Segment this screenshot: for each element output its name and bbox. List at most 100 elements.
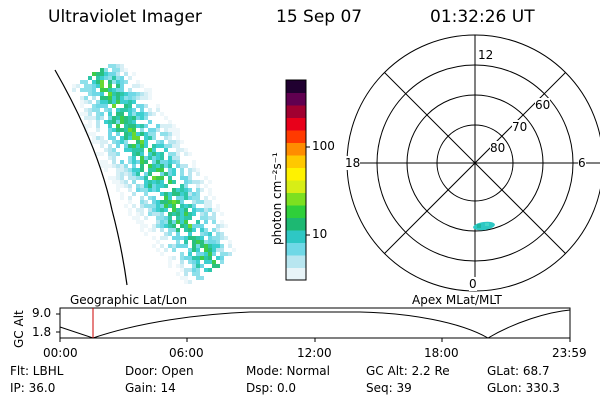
aurora-pixel — [204, 240, 208, 244]
aurora-pixel — [196, 184, 200, 188]
aurora-pixel — [188, 212, 192, 216]
aurora-pixel — [212, 252, 216, 256]
aurora-pixel — [148, 208, 152, 212]
aurora-pixel — [156, 160, 160, 164]
aurora-pixel — [92, 140, 96, 144]
aurora-pixel — [180, 184, 184, 188]
aurora-pixel — [124, 96, 128, 100]
aurora-pixel — [152, 156, 156, 160]
aurora-pixel — [132, 160, 136, 164]
aurora-pixel — [216, 240, 220, 244]
aurora-pixel — [160, 144, 164, 148]
aurora-pixel — [136, 160, 140, 164]
aurora-pixel — [116, 184, 120, 188]
aurora-pixel — [124, 168, 128, 172]
aurora-pixel — [188, 280, 192, 284]
aurora-pixel — [140, 92, 144, 96]
aurora-pixel — [172, 124, 176, 128]
aurora-pixel — [168, 132, 172, 136]
aurora-pixel — [104, 72, 108, 76]
aurora-pixel — [112, 148, 116, 152]
aurora-pixel — [176, 264, 180, 268]
aurora-pixel — [160, 184, 164, 188]
aurora-pixel — [144, 104, 148, 108]
aurora-pixel — [108, 72, 112, 76]
info-seq: Seq: 39 — [366, 381, 412, 395]
aurora-pixel — [104, 108, 108, 112]
aurora-pixel — [132, 92, 136, 96]
aurora-pixel — [132, 176, 136, 180]
aurora-pixel — [136, 80, 140, 84]
aurora-pixel — [112, 68, 116, 72]
aurora-pixel — [204, 204, 208, 208]
aurora-pixel — [104, 164, 108, 168]
aurora-pixel — [120, 164, 124, 168]
aurora-pixel — [172, 224, 176, 228]
aurora-pixel — [116, 76, 120, 80]
aurora-pixel — [140, 200, 144, 204]
aurora-pixel — [164, 144, 168, 148]
aurora-pixel — [88, 112, 92, 116]
aurora-pixel — [152, 228, 156, 232]
aurora-pixel — [128, 124, 132, 128]
aurora-pixel — [128, 148, 132, 152]
aurora-pixel — [168, 172, 172, 176]
aurora-pixel — [108, 64, 112, 68]
aurora-pixel — [112, 88, 116, 92]
aurora-pixel — [196, 224, 200, 228]
aurora-pixel — [200, 212, 204, 216]
lat-70-label: 70 — [512, 120, 528, 134]
aurora-pixel — [156, 180, 160, 184]
aurora-pixel — [164, 116, 168, 120]
aurora-pixel — [108, 112, 112, 116]
aurora-pixel — [152, 128, 156, 132]
aurora-pixel — [208, 188, 212, 192]
aurora-pixel — [204, 248, 208, 252]
aurora-pixel — [172, 172, 176, 176]
aurora-pixel — [140, 152, 144, 156]
aurora-pixel — [92, 96, 96, 100]
aurora-pixel — [136, 136, 140, 140]
aurora-pixel — [184, 184, 188, 188]
aurora-pixel — [96, 72, 100, 76]
aurora-pixel — [212, 216, 216, 220]
aurora-pixel — [180, 204, 184, 208]
aurora-pixel — [164, 224, 168, 228]
aurora-pixel — [156, 220, 160, 224]
aurora-pixel — [172, 256, 176, 260]
app-title: Ultraviolet Imager — [48, 7, 202, 27]
aurora-pixel — [224, 224, 228, 228]
aurora-pixel — [208, 240, 212, 244]
aurora-pixel — [100, 164, 104, 168]
aurora-pixel — [128, 136, 132, 140]
aurora-pixel — [124, 148, 128, 152]
aurora-pixel — [136, 148, 140, 152]
aurora-pixel — [148, 92, 152, 96]
aurora-pixel — [192, 260, 196, 264]
aurora-pixel — [136, 84, 140, 88]
aurora-pixel — [196, 200, 200, 204]
aurora-pixel — [176, 212, 180, 216]
aurora-pixel — [188, 192, 192, 196]
aurora-pixel — [176, 244, 180, 248]
aurora-pixel — [184, 220, 188, 224]
aurora-pixel — [200, 232, 204, 236]
aurora-pixel — [164, 148, 168, 152]
aurora-pixel — [228, 240, 232, 244]
aurora-pixel — [104, 168, 108, 172]
aurora-pixel — [84, 112, 88, 116]
aurora-pixel — [160, 140, 164, 144]
aurora-pixel — [128, 108, 132, 112]
aurora-pixel — [176, 160, 180, 164]
aurora-pixel — [180, 212, 184, 216]
aurora-pixel — [96, 136, 100, 140]
aurora-pixel — [152, 176, 156, 180]
aurora-pixel — [184, 188, 188, 192]
aurora-pixel — [116, 96, 120, 100]
aurora-pixel — [180, 220, 184, 224]
aurora-pixel — [108, 156, 112, 160]
aurora-pixel — [188, 176, 192, 180]
aurora-pixel — [136, 176, 140, 180]
aurora-pixel — [92, 80, 96, 84]
aurora-pixel — [212, 196, 216, 200]
